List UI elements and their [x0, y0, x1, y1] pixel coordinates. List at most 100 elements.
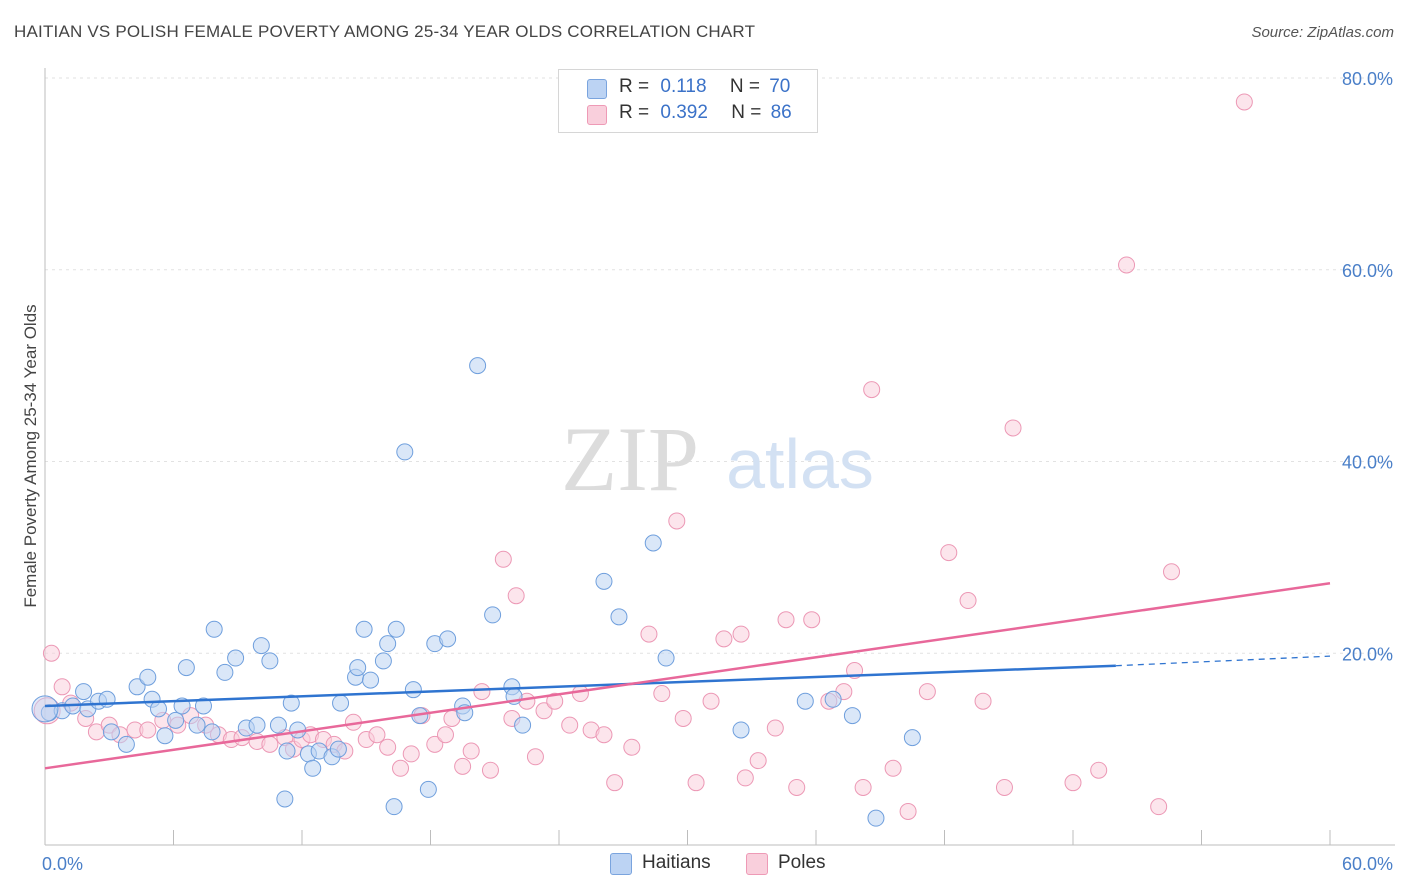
- haitians-point: [150, 700, 168, 718]
- y-tick-label: 20.0%: [1342, 644, 1393, 664]
- poles-point: [402, 745, 420, 763]
- poles-point: [623, 738, 641, 756]
- chart-title: HAITIAN VS POLISH FEMALE POVERTY AMONG 2…: [14, 22, 756, 41]
- x-tick-label: 0.0%: [42, 854, 83, 874]
- haitians-point: [269, 716, 287, 734]
- poles-point: [715, 630, 733, 648]
- poles-point: [546, 692, 564, 710]
- trend-lines: [44, 582, 1331, 770]
- poles-point: [732, 625, 750, 643]
- haitians-point: [732, 721, 750, 739]
- haitians-point: [102, 723, 120, 741]
- haitians-point: [657, 649, 675, 667]
- haitians-point: [349, 659, 367, 677]
- poles-point: [918, 683, 936, 701]
- y-axis-label: Female Poverty Among 25-34 Year Olds: [21, 304, 40, 607]
- poles-point: [392, 759, 410, 777]
- gridlines: [45, 77, 1395, 654]
- legend-swatch-haitians: [587, 79, 607, 99]
- legend-n-label: N =: [731, 102, 762, 123]
- poles-point: [777, 611, 795, 629]
- haitians-point: [903, 729, 921, 747]
- poles-legend-label: Poles: [778, 852, 826, 873]
- poles-point: [1150, 798, 1168, 816]
- haitians-point: [595, 572, 613, 590]
- poles-point: [653, 685, 671, 703]
- poles-point: [535, 702, 553, 720]
- haitians-point: [843, 707, 861, 725]
- poles-point: [42, 644, 60, 662]
- haitians-point: [156, 727, 174, 745]
- correlation-legend: R = 0.118 N = 70 R = 0.392 N = 86: [558, 69, 818, 133]
- poles-point: [995, 778, 1013, 796]
- haitians-point: [469, 357, 487, 375]
- watermark-zip: ZIP: [561, 408, 699, 510]
- poles-point: [1004, 419, 1022, 437]
- haitians-point: [216, 663, 234, 681]
- poles-point: [899, 802, 917, 820]
- haitians-point: [644, 534, 662, 552]
- haitians-point: [824, 690, 842, 708]
- haitians-legend-label: Haitians: [642, 852, 711, 873]
- poles-point: [606, 774, 624, 792]
- poles-point: [462, 742, 480, 760]
- poles-point: [702, 692, 720, 710]
- haitians-point: [404, 681, 422, 699]
- haitians-point: [385, 798, 403, 816]
- poles-point: [803, 611, 821, 629]
- poles-points: [33, 93, 1253, 820]
- poles-point: [854, 778, 872, 796]
- haitians-point: [374, 652, 392, 670]
- haitians-point: [31, 695, 59, 723]
- haitians-point: [248, 716, 266, 734]
- haitians-point: [139, 668, 157, 686]
- haitians-point: [355, 620, 373, 638]
- haitians-point: [276, 790, 294, 808]
- poles-point: [379, 738, 397, 756]
- haitians-point: [439, 630, 457, 648]
- legend-r-value: 0.118: [660, 76, 707, 97]
- source-label: Source: ZipAtlas.com: [1251, 24, 1394, 41]
- haitians-point: [261, 652, 279, 670]
- poles-point: [640, 625, 658, 643]
- poles-trend-line: [44, 582, 1331, 770]
- haitians-point: [419, 780, 437, 798]
- poles-point: [974, 692, 992, 710]
- watermark: ZIP atlas: [561, 408, 874, 510]
- legend-r-label: R =: [619, 102, 650, 123]
- poles-point: [1163, 563, 1181, 581]
- haitians-point: [396, 443, 414, 461]
- poles-point: [1118, 256, 1136, 274]
- poles-point: [473, 683, 491, 701]
- poles-point: [1090, 761, 1108, 779]
- y-tick-label: 60.0%: [1342, 261, 1393, 281]
- poles-point: [526, 748, 544, 766]
- poles-point: [454, 757, 472, 775]
- haitians-point: [282, 694, 300, 712]
- haitians-trend-extension: [1115, 655, 1331, 667]
- poles-point: [863, 381, 881, 399]
- haitians-point: [278, 742, 296, 760]
- haitians-point: [128, 678, 146, 696]
- poles-point: [595, 726, 613, 744]
- haitians-point: [387, 620, 405, 638]
- haitians-point: [332, 694, 350, 712]
- poles-point: [1064, 774, 1082, 792]
- poles-point: [788, 778, 806, 796]
- poles-point: [674, 709, 692, 727]
- poles-point: [959, 592, 977, 610]
- haitians-point: [252, 637, 270, 655]
- poles-point: [561, 716, 579, 734]
- watermark-atlas: atlas: [726, 425, 874, 503]
- poles-point: [736, 769, 754, 787]
- haitians-points: [31, 357, 921, 827]
- haitians-point: [188, 716, 206, 734]
- haitians-point: [227, 649, 245, 667]
- poles-point: [261, 735, 279, 753]
- haitians-point: [203, 723, 221, 741]
- haitians-point: [514, 716, 532, 734]
- tick-labels: 20.0% 40.0% 60.0% 80.0% 0.0% 60.0%: [42, 69, 1393, 874]
- haitians-trend-line: [44, 664, 1116, 708]
- poles-point: [436, 726, 454, 744]
